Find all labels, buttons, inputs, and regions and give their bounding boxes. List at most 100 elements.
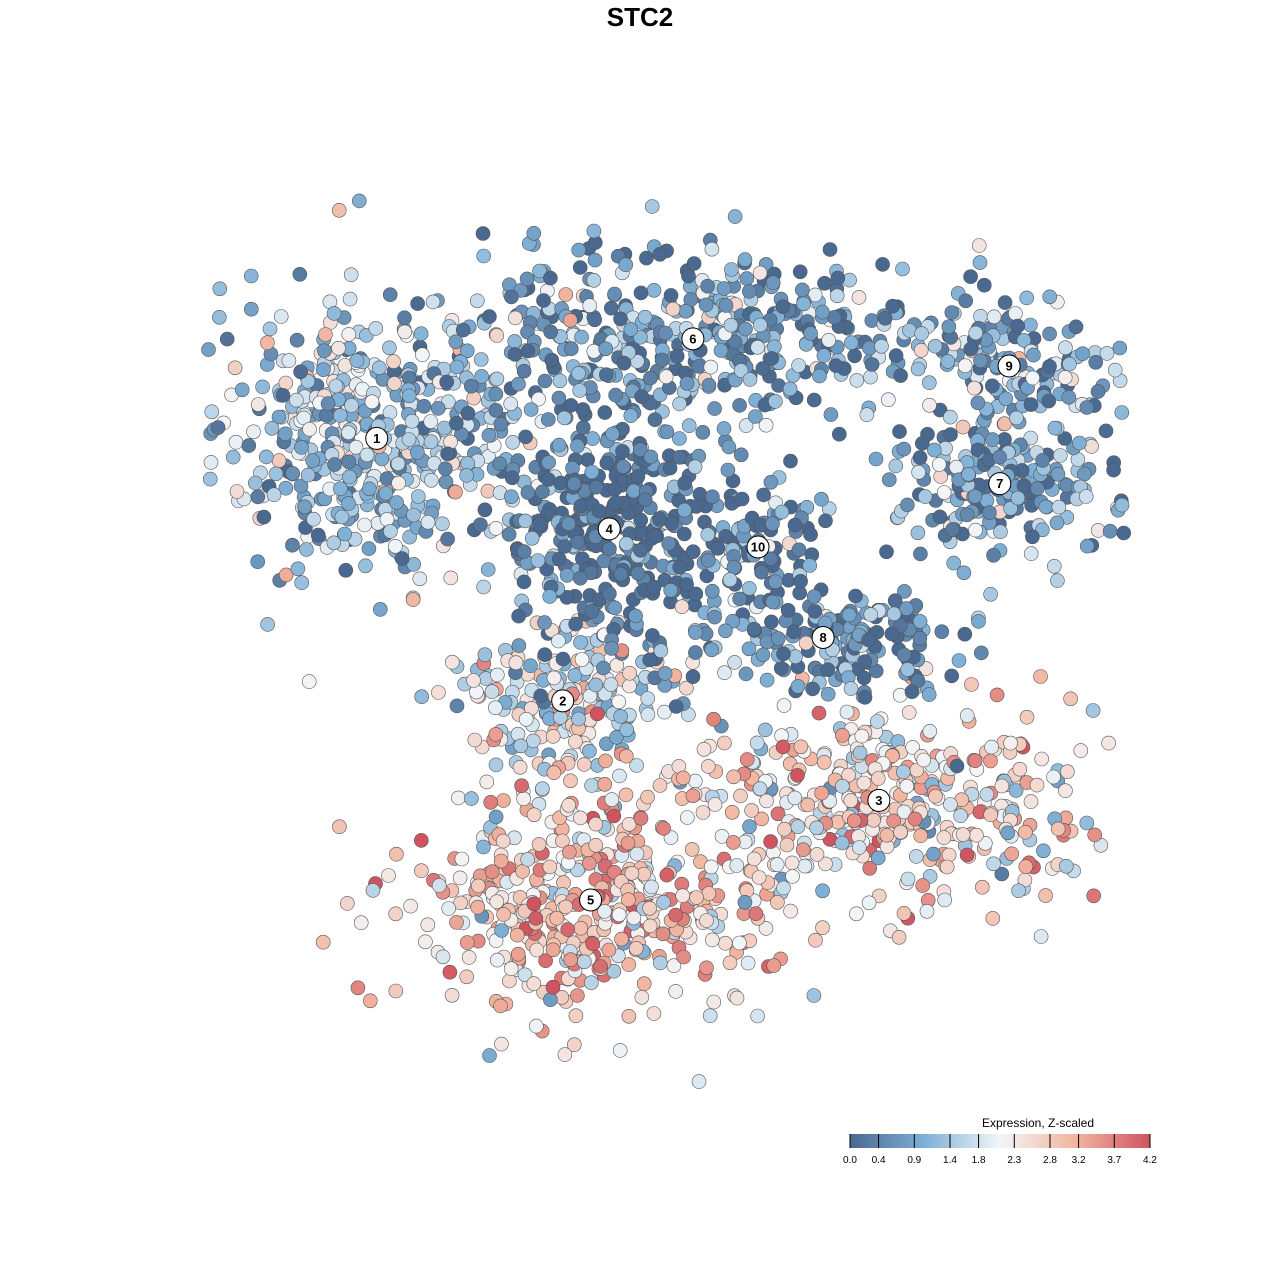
cell-point [300, 467, 316, 483]
cell-point [733, 788, 748, 804]
cell-point [584, 603, 600, 619]
cell-point [517, 967, 533, 983]
cell-point [518, 429, 533, 445]
cell-point [423, 414, 439, 429]
cell-point [526, 896, 542, 912]
cluster-label-text: 5 [587, 892, 594, 907]
cell-point [248, 475, 263, 491]
cell-point [528, 1018, 544, 1034]
cell-point [895, 764, 911, 780]
cell-point [555, 651, 571, 667]
cell-point [292, 266, 308, 282]
cell-point [484, 864, 500, 880]
cell-point [862, 340, 877, 356]
cell-point [1062, 356, 1077, 372]
cell-point [637, 309, 653, 325]
cell-point [971, 614, 986, 629]
cell-point [983, 807, 999, 823]
cell-point [1061, 389, 1077, 405]
cell-point [580, 452, 596, 468]
cell-point [841, 607, 857, 623]
cell-point [545, 942, 561, 958]
cell-point [861, 632, 876, 648]
cell-point [612, 768, 627, 784]
cell-point [904, 684, 920, 700]
cell-point [803, 326, 818, 341]
cell-point [603, 300, 619, 316]
cell-point [516, 544, 532, 559]
cell-point [449, 915, 464, 930]
cell-point [982, 505, 997, 521]
cell-point [912, 630, 928, 646]
legend-tick-label: 2.8 [1043, 1155, 1057, 1166]
cell-point [443, 570, 459, 586]
cell-point [587, 252, 603, 268]
cell-point [657, 666, 673, 681]
cell-point [1023, 397, 1039, 412]
cell-point [957, 626, 973, 642]
cell-point [227, 360, 243, 376]
cell-point [790, 679, 806, 694]
cell-point [535, 781, 550, 797]
cell-point [914, 436, 930, 451]
cell-point [948, 459, 964, 475]
cell-point [431, 685, 446, 700]
cell-point [953, 808, 968, 824]
cell-point [418, 934, 433, 950]
cell-point [915, 878, 931, 893]
cell-point [357, 517, 372, 533]
cell-point [639, 250, 654, 266]
cell-point [305, 453, 321, 468]
cell-point [1016, 478, 1032, 493]
cell-point [835, 728, 850, 743]
cell-point [549, 910, 565, 926]
cell-point [545, 729, 561, 744]
cell-point [598, 753, 613, 769]
cell-point [742, 372, 758, 387]
cell-point [1011, 883, 1026, 899]
cell-point [679, 375, 695, 391]
cell-point [543, 324, 559, 340]
cell-point [620, 835, 636, 851]
cell-point [597, 405, 613, 420]
cell-point [1023, 430, 1038, 446]
cell-point [640, 691, 656, 706]
cell-point [633, 810, 649, 826]
cell-point [675, 888, 691, 904]
cell-point [816, 348, 832, 363]
cell-point [572, 383, 588, 398]
cell-point [917, 489, 933, 504]
cell-point [297, 499, 313, 515]
cell-point [1072, 435, 1087, 451]
cell-point [271, 409, 287, 425]
cell-point [885, 298, 900, 314]
cluster-label-badge [551, 689, 575, 713]
cell-point [816, 754, 832, 770]
cell-point [722, 955, 738, 971]
cell-point [318, 327, 333, 342]
cell-point [511, 638, 527, 653]
cell-point [783, 453, 798, 469]
legend-tick-label: 0.0 [843, 1155, 857, 1166]
cell-point [483, 794, 499, 810]
cell-point [1008, 783, 1024, 798]
cell-point [752, 317, 768, 333]
cell-point [685, 788, 701, 804]
cell-point [504, 470, 520, 486]
cell-point [339, 896, 355, 911]
cell-point [489, 371, 505, 387]
cell-point [606, 808, 622, 824]
cell-point [886, 606, 902, 622]
cell-point [970, 442, 986, 458]
cell-point [487, 700, 503, 716]
cell-point [593, 959, 608, 974]
cell-point [331, 203, 347, 218]
cell-point [532, 263, 547, 279]
cell-point [603, 677, 619, 692]
cell-point [555, 833, 570, 849]
cell-point [382, 287, 398, 303]
cell-point [765, 516, 780, 532]
cell-point [359, 447, 375, 463]
cell-point [489, 952, 505, 968]
